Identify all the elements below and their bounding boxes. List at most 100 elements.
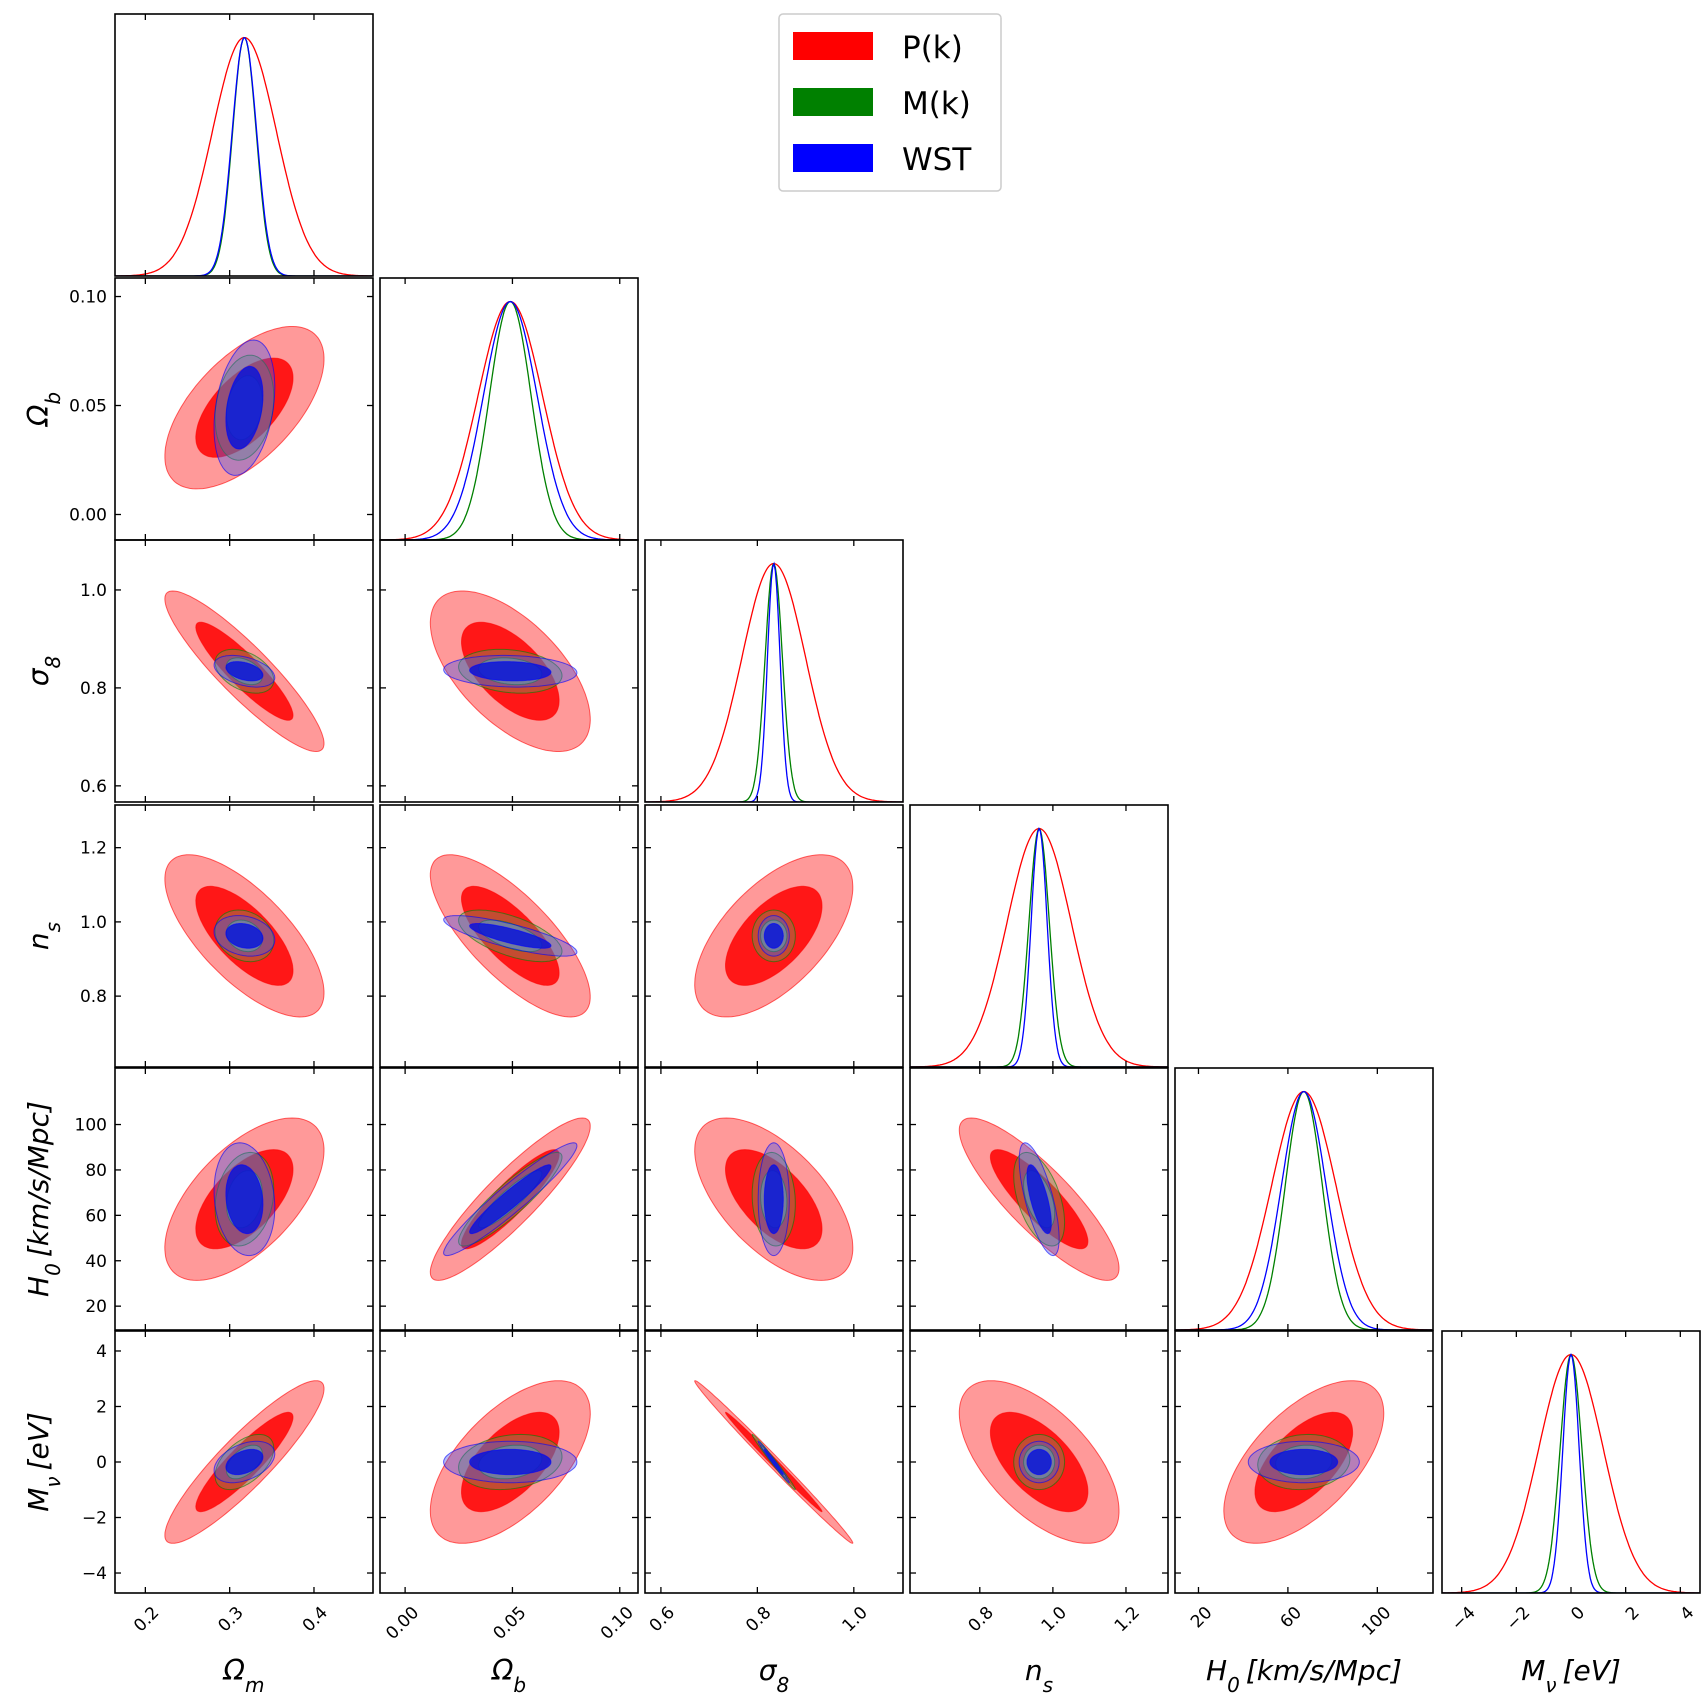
label-subscript: 0 xyxy=(41,1263,65,1276)
y-tick-label: 1.0 xyxy=(80,913,107,933)
label-symbol: Ω xyxy=(491,1654,514,1687)
marginal-curve-wst xyxy=(1442,1353,1700,1593)
y-tick-label: −2 xyxy=(82,1509,107,1529)
marginal-curve-pk xyxy=(1442,1353,1700,1593)
panel-frame xyxy=(114,13,374,277)
y-tick-label: −4 xyxy=(82,1564,107,1584)
marginal-curve-pk xyxy=(645,562,903,802)
panel-frame xyxy=(379,277,639,541)
contour-inner-wst xyxy=(225,365,264,450)
contour-panel xyxy=(1174,1330,1434,1594)
panel-content xyxy=(958,1380,1120,1544)
panel-content xyxy=(429,1117,591,1281)
label-subscript: 8 xyxy=(777,1673,790,1697)
y-tick-label: 0.8 xyxy=(80,987,107,1007)
marginal-curve-mk xyxy=(1175,1090,1433,1330)
label-subscript: s xyxy=(1043,1673,1053,1697)
marginal-panel xyxy=(1441,1330,1701,1594)
x-axis-label: Ωm xyxy=(223,1654,265,1697)
y-tick-label: 0.00 xyxy=(69,505,107,525)
marginal-curve-pk xyxy=(380,300,638,540)
contour-panel xyxy=(114,539,374,803)
contour-inner-wst xyxy=(1026,1164,1052,1235)
label-subscript: 0 xyxy=(1227,1673,1240,1697)
contour-panel xyxy=(909,1067,1169,1331)
contour-inner-wst xyxy=(225,1448,264,1476)
contour-panel xyxy=(379,1330,639,1594)
contour-inner-wst xyxy=(469,923,552,949)
panel-content xyxy=(164,590,325,753)
contour-panel xyxy=(644,1330,904,1594)
panel-content xyxy=(694,1117,854,1281)
y-axis-label: σ8 xyxy=(22,656,65,686)
contour-inner-wst xyxy=(763,1164,784,1235)
panel-frame xyxy=(1441,1330,1701,1594)
contour-panel xyxy=(114,277,374,541)
panel-content xyxy=(1175,1090,1433,1330)
panel-frame xyxy=(909,804,1169,1068)
x-tick-label: 100 xyxy=(1358,1603,1395,1640)
label-symbol: n xyxy=(22,932,55,950)
x-tick-label: 0.8 xyxy=(965,1603,998,1636)
y-tick-label: 0 xyxy=(96,1453,107,1473)
panel-content xyxy=(429,854,591,1018)
contour-inner-wst xyxy=(1026,1448,1052,1476)
panel-content xyxy=(164,854,325,1018)
y-tick-label: 40 xyxy=(85,1252,107,1272)
contour-inner-wst xyxy=(1269,1448,1339,1476)
x-tick-label: 0.2 xyxy=(130,1603,163,1636)
x-tick-label: 20 xyxy=(1187,1603,1216,1632)
panel-content xyxy=(1223,1380,1385,1544)
contour-panel xyxy=(379,539,639,803)
y-tick-label: 4 xyxy=(96,1342,107,1362)
contour-panel xyxy=(114,1067,374,1331)
legend-label-mk: M(k) xyxy=(902,86,971,122)
label-subscript: b xyxy=(513,1673,526,1697)
marginal-curve-wst xyxy=(910,826,1168,1067)
y-tick-label: 20 xyxy=(85,1297,107,1317)
label-symbol: H xyxy=(22,1276,55,1297)
y-axis-label: Mν [eV] xyxy=(22,1412,65,1512)
x-tick-label: 1.2 xyxy=(1111,1603,1144,1636)
label-symbol: H xyxy=(1206,1654,1227,1687)
label-symbol: M xyxy=(1521,1654,1545,1687)
panel-frame xyxy=(644,539,904,803)
contour-inner-wst xyxy=(763,923,784,949)
y-axis-label: Ωb xyxy=(22,392,65,427)
y-tick-label: 0.8 xyxy=(80,679,107,699)
panel-frame xyxy=(909,1067,1169,1331)
x-tick-label: 1.0 xyxy=(839,1603,872,1636)
y-tick-label: 60 xyxy=(85,1206,107,1226)
label-subscript: m xyxy=(245,1673,264,1697)
x-tick-label: 0.8 xyxy=(742,1603,775,1636)
contour-panel xyxy=(379,1067,639,1331)
label-unit: [eV] xyxy=(22,1412,55,1470)
panel-frame xyxy=(379,539,639,803)
label-subscript: ν xyxy=(1545,1673,1556,1697)
x-axis-label: Mν [eV] xyxy=(1521,1654,1621,1697)
legend-label-pk: P(k) xyxy=(902,30,963,66)
y-tick-label: 0.05 xyxy=(69,397,107,417)
marginal-curve-mk xyxy=(645,562,903,802)
contour-inner-wst xyxy=(225,661,264,682)
marginal-curve-wst xyxy=(1175,1090,1433,1330)
x-tick-label: 0.10 xyxy=(597,1603,638,1644)
contour-panel xyxy=(644,804,904,1068)
label-symbol: Ω xyxy=(223,1654,246,1687)
marginal-curve-mk xyxy=(910,827,1168,1067)
panel-content xyxy=(164,326,325,490)
panels xyxy=(114,13,1701,1594)
panel-frame xyxy=(114,804,374,1068)
panel-content xyxy=(645,561,903,802)
label-symbol: M xyxy=(22,1488,55,1512)
panel-frame xyxy=(114,1067,374,1331)
x-tick-label: 0.00 xyxy=(382,1603,423,1644)
x-tick-label: 60 xyxy=(1276,1603,1305,1632)
marginal-curve-mk xyxy=(115,36,373,276)
panel-content xyxy=(694,1380,854,1544)
label-symbol: Ω xyxy=(22,404,55,427)
panel-content xyxy=(164,1380,325,1544)
marginal-curve-wst xyxy=(645,561,903,802)
marginal-curve-pk xyxy=(1175,1090,1433,1330)
x-tick-label: −4 xyxy=(1448,1603,1480,1635)
